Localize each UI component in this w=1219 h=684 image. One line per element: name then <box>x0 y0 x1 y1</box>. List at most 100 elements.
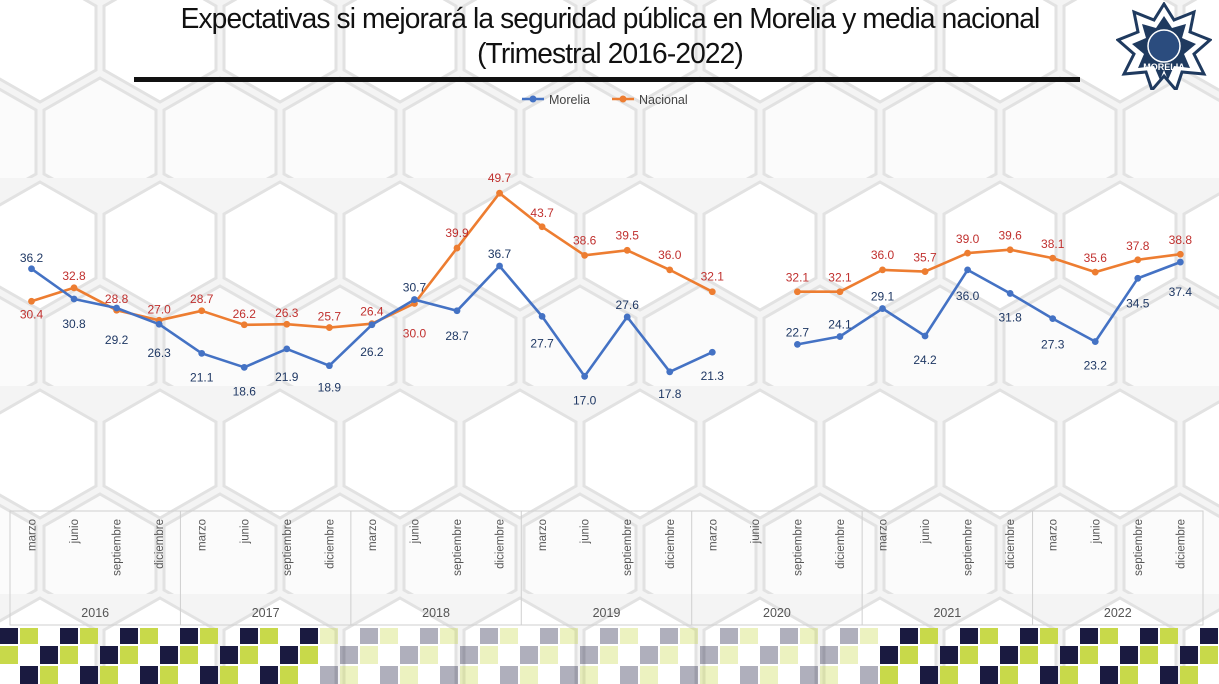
data-label-nacional: 32.1 <box>828 271 852 285</box>
footer-square <box>740 666 758 684</box>
footer-square <box>780 628 798 644</box>
footer-square <box>1000 646 1018 664</box>
point-morelia <box>70 295 78 303</box>
footer-square <box>40 666 58 684</box>
year-label: 2020 <box>763 606 791 620</box>
footer-square <box>700 646 718 664</box>
footer-square <box>920 666 938 684</box>
footer-square <box>1100 666 1118 684</box>
point-nacional <box>623 246 631 254</box>
data-label-morelia: 18.6 <box>233 384 257 398</box>
footer-square <box>500 628 518 644</box>
data-label-morelia: 36.2 <box>20 251 44 265</box>
footer-square <box>200 628 218 644</box>
footer-square <box>860 628 878 644</box>
data-label-nacional: 30.0 <box>403 327 427 341</box>
footer-square <box>800 628 818 644</box>
series-layer: 30.4 32.8 28.8 27.0 28.7 26.2 26.3 25.7 26.4 30.0… <box>20 171 1193 407</box>
data-label-nacional: 27.0 <box>147 302 171 316</box>
footer-square <box>620 666 638 684</box>
footer-square <box>1080 646 1098 664</box>
point-morelia <box>1091 338 1099 345</box>
footer-square <box>60 646 78 664</box>
point-morelia <box>1006 290 1014 297</box>
data-label-morelia: 21.1 <box>190 370 214 384</box>
point-nacional <box>496 189 503 197</box>
data-label-nacional: 32.8 <box>62 269 86 283</box>
point-morelia <box>283 345 291 353</box>
footer-square <box>780 646 798 664</box>
data-label-nacional: 32.1 <box>786 271 810 285</box>
footer-square <box>720 646 738 664</box>
data-label-morelia: 17.8 <box>658 387 682 401</box>
data-label-nacional: 38.6 <box>573 233 597 247</box>
footer-square <box>380 628 398 644</box>
footer-square <box>880 666 898 684</box>
data-label-nacional: 32.1 <box>701 270 725 284</box>
data-label-nacional: 39.9 <box>445 226 469 240</box>
data-label-morelia: 23.2 <box>1084 359 1108 373</box>
footer-square <box>680 628 698 644</box>
point-nacional <box>198 307 206 315</box>
footer-square <box>1120 666 1138 684</box>
point-nacional <box>964 249 971 257</box>
point-nacional <box>1176 250 1184 258</box>
footer-square <box>1020 646 1038 664</box>
data-label-nacional: 39.6 <box>998 229 1022 243</box>
x-tick-label: septiembre <box>1133 519 1145 576</box>
page-title: Expectativas si mejorará la seguridad pú… <box>135 2 1086 72</box>
point-nacional <box>836 288 844 296</box>
footer-square <box>520 646 538 664</box>
point-morelia <box>496 262 503 270</box>
data-label-nacional: 36.0 <box>658 248 682 262</box>
point-morelia <box>155 320 163 328</box>
footer-square <box>1040 628 1058 644</box>
footer-square <box>600 646 618 664</box>
year-label: 2018 <box>422 606 450 620</box>
x-tick-label: diciembre <box>495 519 507 569</box>
footer-square <box>660 646 678 664</box>
x-tick-label: septiembre <box>792 519 804 576</box>
data-label-nacional: 26.4 <box>360 305 384 319</box>
footer-square <box>260 666 278 684</box>
footer-square <box>660 628 678 644</box>
year-label: 2022 <box>1104 606 1132 620</box>
legend-marker-0 <box>529 95 537 103</box>
footer-square <box>220 666 238 684</box>
x-tick-label: marzo <box>537 519 549 551</box>
point-morelia <box>666 368 674 376</box>
data-label-morelia: 36.7 <box>488 247 512 261</box>
footer-square <box>860 666 878 684</box>
footer-square <box>540 628 558 644</box>
footer-square <box>1160 628 1178 644</box>
title-line-2: (Trimestral 2016-2022) <box>477 38 744 70</box>
footer-square <box>100 666 118 684</box>
x-tick-label: septiembre <box>282 519 294 576</box>
footer-square <box>1180 666 1198 684</box>
data-label-morelia: 36.0 <box>956 289 980 303</box>
point-nacional <box>28 297 35 305</box>
title-underline <box>134 77 1080 82</box>
x-tick-label: septiembre <box>622 519 634 576</box>
data-label-morelia: 34.5 <box>1126 296 1150 310</box>
point-nacional <box>538 223 546 231</box>
point-morelia <box>623 313 631 321</box>
data-label-morelia: 18.9 <box>318 381 342 395</box>
footer-square <box>920 628 938 644</box>
footer-square <box>460 646 478 664</box>
point-morelia <box>581 372 589 380</box>
footer-square <box>1160 666 1178 684</box>
data-label-morelia: 27.6 <box>616 298 640 312</box>
x-tick-label: marzo <box>367 519 379 551</box>
point-morelia <box>453 307 461 315</box>
footer-square <box>700 666 718 684</box>
point-nacional <box>1006 246 1014 254</box>
footer-square <box>160 646 178 664</box>
footer-square <box>440 628 458 644</box>
footer-square <box>840 646 858 664</box>
footer-square <box>760 666 778 684</box>
point-morelia <box>921 332 929 340</box>
axis-table-border <box>9 510 1204 626</box>
point-morelia <box>538 312 546 320</box>
